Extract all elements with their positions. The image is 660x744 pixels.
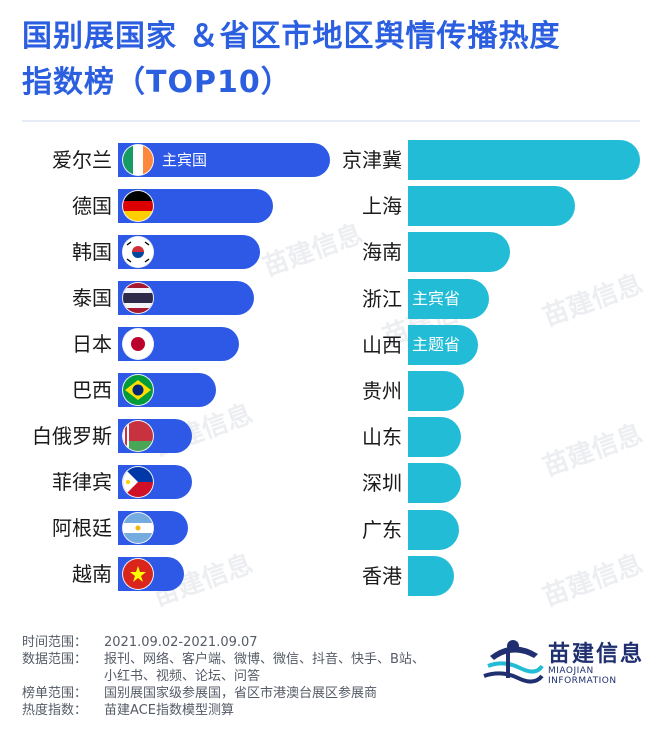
region-label: 上海 (362, 194, 402, 218)
philippines-flag-icon (123, 467, 153, 497)
region-bar (408, 371, 464, 411)
logo-mark-icon (483, 640, 544, 684)
note-row: 时间范围： 2021.09.02-2021.09.07 (22, 634, 492, 651)
country-label: 菲律宾 (52, 470, 112, 494)
thailand-flag-icon (123, 283, 153, 313)
note-value: 报刊、网络、客户端、微博、微信、抖音、快手、B站、 (104, 652, 425, 667)
logo-subtitle: MIAOJIAN INFORMATION (548, 666, 617, 686)
title-divider (22, 120, 640, 122)
region-bar (408, 510, 459, 550)
belarus-flag-icon (123, 421, 153, 451)
logo-name: 苗建信息 (548, 642, 645, 667)
region-bar (408, 463, 461, 503)
note-key: 数据范围： (22, 652, 88, 667)
note-value: 国别展国家级参展国，省区市港澳台展区参展商 (104, 686, 378, 701)
vietnam-flag-icon (123, 559, 153, 589)
country-label: 泰国 (72, 286, 112, 310)
country-bar (118, 143, 330, 177)
note-key: 时间范围： (22, 635, 88, 650)
region-label: 海南 (362, 240, 402, 264)
host-country-badge: 主宾国 (162, 151, 208, 169)
watermark-text: 苗建信息 (538, 548, 647, 613)
country-label: 日本 (72, 332, 112, 356)
region-label: 深圳 (362, 471, 402, 495)
brazil-flag-icon (123, 375, 153, 405)
region-badge: 主题省 (412, 335, 461, 354)
argentina-flag-icon (123, 513, 153, 543)
region-label: 京津冀 (342, 148, 402, 172)
note-value: 小红书、视频、论坛、问答 (104, 669, 261, 684)
region-label: 广东 (362, 518, 402, 542)
note-value: 2021.09.02-2021.09.07 (104, 635, 258, 650)
region-bar (408, 186, 575, 226)
note-key: 榜单范围： (22, 686, 88, 701)
region-label: 山东 (362, 425, 402, 449)
country-label: 韩国 (72, 240, 112, 264)
title-line-1: 国别展国家 ＆省区市地区舆情传播热度 (22, 19, 561, 54)
region-bar (408, 417, 461, 457)
country-label: 爱尔兰 (52, 148, 112, 172)
region-label: 香港 (362, 564, 402, 588)
note-row: 小红书、视频、论坛、问答 (22, 668, 492, 685)
brand-logo: 苗建信息 MIAOJIAN INFORMATION (480, 632, 650, 692)
japan-flag-icon (123, 329, 153, 359)
country-label: 巴西 (72, 378, 112, 402)
region-badge: 主宾省 (412, 289, 461, 308)
country-label: 白俄罗斯 (32, 424, 112, 448)
region-bar (408, 140, 640, 180)
watermark-text: 苗建信息 (538, 418, 647, 483)
region-bar (408, 325, 478, 365)
notes-block: 时间范围： 2021.09.02-2021.09.07 数据范围： 报刊、网络、客户端… (22, 634, 492, 719)
watermark-text: 苗建信息 (538, 268, 647, 333)
note-key: 热度指数： (22, 703, 88, 718)
chart-title: 国别展国家 ＆省区市地区舆情传播热度 指数榜（TOP10） (22, 14, 642, 106)
region-bar (408, 232, 510, 272)
title-line-2: 指数榜（TOP10） (22, 65, 292, 100)
note-row: 热度指数： 苗建ACE指数模型测算 (22, 702, 492, 719)
region-label: 山西 (362, 333, 402, 357)
note-row: 数据范围： 报刊、网络、客户端、微博、微信、抖音、快手、B站、 (22, 651, 492, 668)
note-key (22, 668, 104, 685)
note-value: 苗建ACE指数模型测算 (104, 703, 234, 718)
country-label: 阿根廷 (52, 516, 112, 540)
ireland-flag-icon (123, 145, 153, 175)
country-label: 德国 (72, 194, 112, 218)
region-bar (408, 279, 489, 319)
region-label: 浙江 (362, 287, 402, 311)
country-label: 越南 (72, 562, 112, 586)
region-bar (408, 556, 454, 596)
germany-flag-icon (123, 191, 153, 221)
note-row: 榜单范围： 国别展国家级参展国，省区市港澳台展区参展商 (22, 685, 492, 702)
region-label: 贵州 (362, 379, 402, 403)
korea-flag-icon (123, 237, 153, 267)
